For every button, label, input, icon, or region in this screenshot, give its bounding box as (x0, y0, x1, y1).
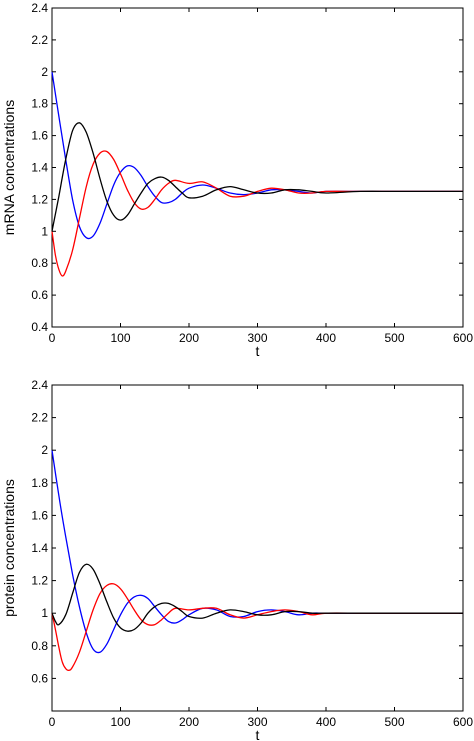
mrna-y-tick-label: 2.2 (31, 33, 48, 47)
protein-y-tick-label: 1.2 (31, 574, 48, 588)
protein-series-blue-line (51, 450, 463, 654)
protein-x-tick-label: 100 (110, 715, 130, 729)
mrna-x-tick-label: 0 (49, 331, 56, 345)
mrna-series-lines (51, 71, 463, 277)
protein-y-tick-label: 0.6 (31, 671, 48, 685)
mrna-x-tick-label: 400 (316, 331, 336, 345)
protein-y-tick-label: 1 (41, 606, 48, 620)
mrna-y-tick-label: 0.6 (31, 288, 48, 302)
mrna-y-tick-label: 1.8 (31, 97, 48, 111)
mrna-series-blue-line (51, 71, 463, 240)
mrna-y-tick-label: 0.8 (31, 256, 48, 270)
protein-y-tick-label: 1.4 (31, 541, 48, 555)
protein-x-tick-label: 0 (49, 715, 56, 729)
mrna-y-tick-label: 1.2 (31, 192, 48, 206)
protein-series-lines (51, 450, 463, 671)
mrna-x-tick-label: 200 (179, 331, 199, 345)
mrna-y-tick-label: 1.6 (31, 129, 48, 143)
mrna-series-black-line (51, 122, 463, 232)
mrna-y-tick-label: 1.4 (31, 161, 48, 175)
protein-x-tick-label: 300 (247, 715, 267, 729)
mrna-x-tick-label: 100 (110, 331, 130, 345)
mrna-series-red-line (51, 150, 463, 277)
protein-y-tick-label: 1.6 (31, 508, 48, 522)
mrna-ticks: 0 100 200 300 400 500 600 0.4 0.6 0.8 1 1.2 1.4 1.6 1.… (31, 1, 473, 345)
mrna-x-tick-label: 600 (453, 331, 473, 345)
mrna-chart: 0 100 200 300 400 500 600 0.4 0.6 0.8 1 1.2 1.4 1.6 1.… (1, 1, 473, 359)
mrna-y-axis-label: mRNA concentrations (1, 100, 17, 235)
protein-y-tick-label: 2.4 (31, 378, 48, 392)
protein-y-tick-label: 1.8 (31, 476, 48, 490)
mrna-x-tick-label: 500 (384, 331, 404, 345)
protein-x-tick-label: 600 (453, 715, 473, 729)
protein-y-tick-label: 0.8 (31, 639, 48, 653)
protein-x-tick-label: 200 (179, 715, 199, 729)
protein-ticks: 0 100 200 300 400 500 600 0.6 0.8 1 1.2 1.4 1.6 1.8 2 2… (31, 378, 473, 729)
protein-y-axis-label: protein concentrations (1, 479, 17, 617)
mrna-y-tick-label: 1 (41, 224, 48, 238)
protein-chart: 0 100 200 300 400 500 600 0.6 0.8 1 1.2 1.4 1.6 1.8 2 2… (1, 378, 473, 741)
mrna-y-tick-label: 2 (41, 65, 48, 79)
mrna-y-tick-label: 0.4 (31, 320, 48, 334)
protein-x-axis-label: t (256, 727, 260, 741)
mrna-y-tick-label: 2.4 (31, 1, 48, 15)
mrna-x-tick-label: 300 (247, 331, 267, 345)
protein-y-tick-label: 2 (41, 443, 48, 457)
protein-y-tick-label: 2.2 (31, 411, 48, 425)
protein-series-black-line (51, 563, 463, 632)
protein-x-tick-label: 500 (384, 715, 404, 729)
protein-x-tick-label: 400 (316, 715, 336, 729)
mrna-x-axis-label: t (256, 343, 260, 359)
